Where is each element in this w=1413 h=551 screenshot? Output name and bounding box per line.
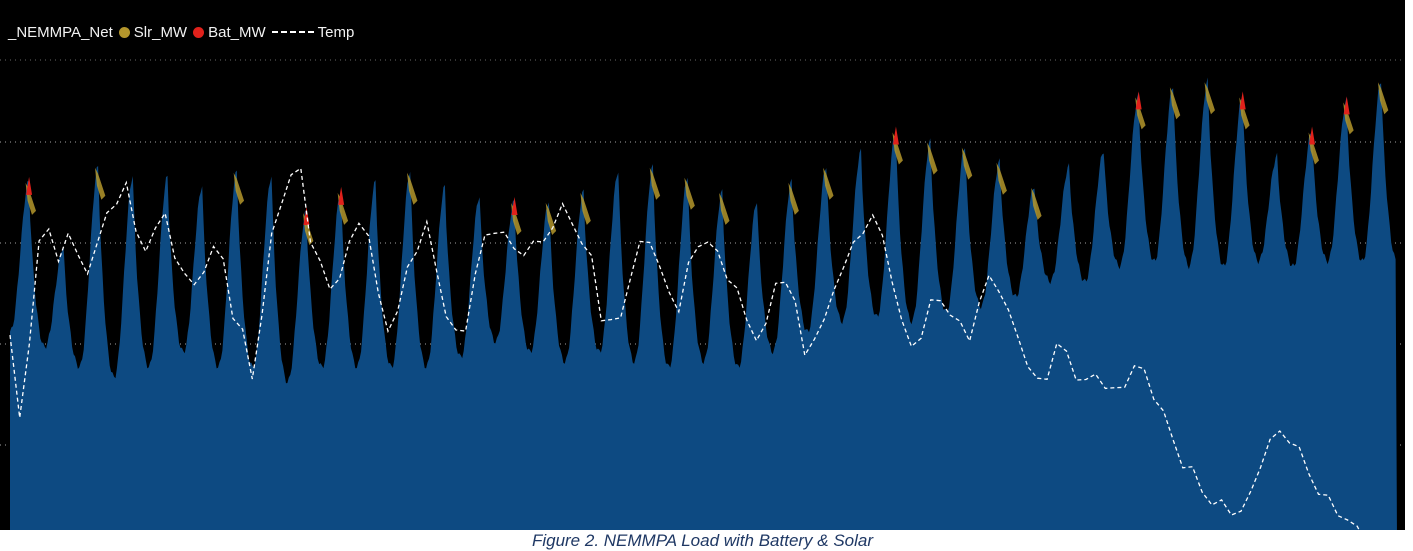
solar-mark [823, 167, 834, 200]
solar-mark [407, 172, 418, 205]
battery-mark [26, 176, 33, 195]
figure-caption: Figure 2. NEMMPA Load with Battery & Sol… [0, 530, 1405, 551]
legend-item-temp[interactable]: Temp [271, 23, 355, 41]
solar-mark [233, 172, 245, 205]
solar-mark [719, 192, 730, 225]
solar-mark [927, 142, 938, 175]
battery-dot-icon [193, 26, 205, 38]
solar-layer [25, 82, 1389, 246]
legend-label-temp: Temp [317, 23, 355, 41]
battery-mark [1135, 91, 1142, 110]
chart-panel: _NEMMPA_Net Slr_MW Bat_MW Temp [0, 0, 1405, 543]
legend-item-battery[interactable]: Bat_MW [193, 24, 266, 41]
dashed-line-icon [271, 31, 314, 33]
solar-mark [649, 167, 661, 200]
solar-mark [961, 147, 973, 180]
temp-line-layer [9, 167, 1367, 543]
temp-line [9, 167, 1367, 543]
solar-mark [684, 177, 695, 210]
solar-mark [1204, 82, 1215, 115]
battery-mark [1239, 91, 1246, 110]
battery-mark [892, 126, 899, 145]
solar-dot-icon [118, 26, 130, 38]
solar-mark [1031, 187, 1042, 220]
legend-label-net: _NEMMPA_Net [8, 23, 113, 41]
solar-mark [788, 182, 799, 215]
chart-svg [0, 59, 1405, 543]
battery-mark [338, 186, 345, 205]
solar-mark [580, 192, 591, 225]
battery-mark [1343, 96, 1350, 115]
battery-mark [1309, 126, 1316, 145]
legend-item-net[interactable]: _NEMMPA_Net [8, 24, 113, 41]
legend: _NEMMPA_Net Slr_MW Bat_MW Temp [8, 20, 360, 44]
solar-mark [1377, 82, 1389, 115]
legend-item-solar[interactable]: Slr_MW [118, 23, 188, 41]
solar-mark [94, 167, 106, 200]
net-load-area-layer [10, 77, 1397, 543]
legend-label-solar: Slr_MW [133, 23, 188, 41]
solar-mark [1169, 87, 1181, 120]
net-load-area [10, 77, 1397, 543]
solar-mark [996, 162, 1007, 195]
legend-label-battery: Bat_MW [208, 23, 266, 41]
battery-mark [511, 196, 518, 215]
page-margin [1405, 0, 1413, 551]
